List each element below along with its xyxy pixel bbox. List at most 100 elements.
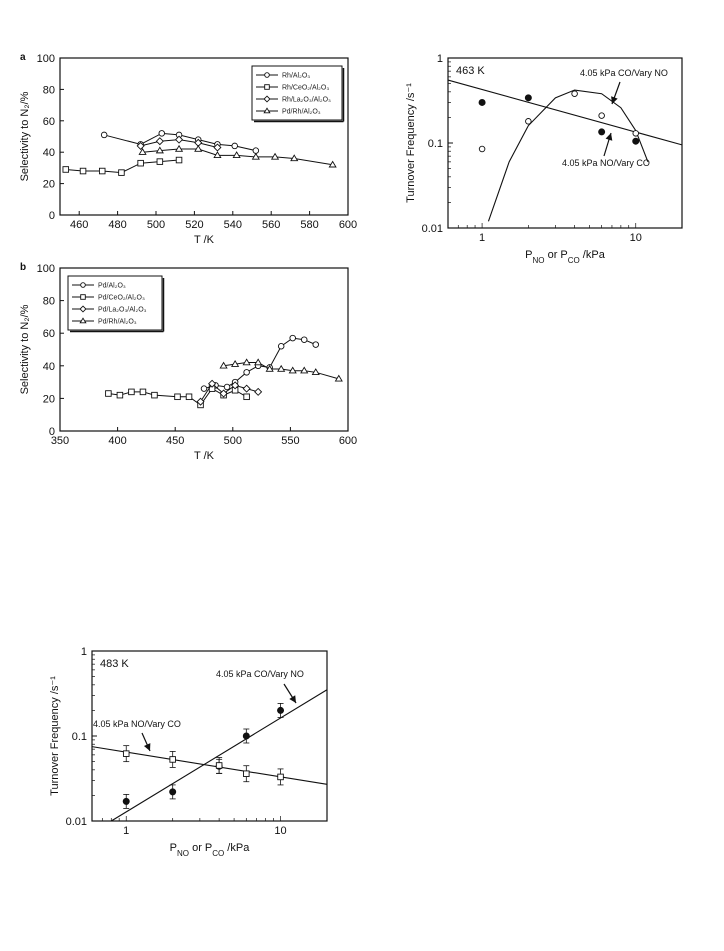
x-axis-title: T /K <box>194 450 215 462</box>
data-point <box>79 167 87 175</box>
y-tick-label: 0.1 <box>72 731 87 743</box>
data-point <box>128 388 135 396</box>
arrowhead <box>289 695 296 703</box>
data-point <box>478 98 486 106</box>
y-tick-label: 20 <box>43 393 55 405</box>
series-line-3 <box>223 362 339 380</box>
x-tick-label: 500 <box>224 435 242 447</box>
data-point <box>632 130 639 137</box>
legend-marker <box>79 305 87 313</box>
fit-line-0 <box>447 79 683 146</box>
x-tick-label: 500 <box>147 219 165 231</box>
fit-line-0 <box>110 689 328 822</box>
x-tick-label: 560 <box>262 219 280 231</box>
x-tick-label: 600 <box>339 219 357 231</box>
data-point <box>100 131 108 139</box>
y-tick-label: 0 <box>49 426 55 438</box>
legend-marker <box>80 282 86 288</box>
y-tick-label: 100 <box>37 53 55 65</box>
data-point <box>270 152 280 160</box>
data-point <box>156 158 164 165</box>
data-point <box>194 144 203 152</box>
data-point <box>231 142 238 150</box>
x-tick-label: 1 <box>123 825 129 837</box>
chart-b: 350 400 450 500 550 600 0 20 40 60 80 100 T /K Select… <box>19 262 357 462</box>
data-point <box>219 389 228 398</box>
legend-marker <box>79 317 87 324</box>
data-point <box>243 369 250 376</box>
x-tick-label: 1 <box>479 232 485 244</box>
data-point <box>215 762 223 769</box>
legend-label: Rh/La₂O₃/Al₂O₃ <box>282 97 331 104</box>
data-point <box>62 166 70 173</box>
data-point <box>277 364 286 372</box>
data-point <box>136 141 145 150</box>
data-point <box>312 341 319 348</box>
annotation-label: 4.05 kPa NO/Vary CO <box>93 719 181 729</box>
data-point <box>252 147 260 154</box>
data-point <box>334 374 343 382</box>
y-tick-label: 20 <box>43 179 55 191</box>
arrowhead <box>605 133 613 141</box>
x-tick-label: 550 <box>281 435 299 447</box>
data-point <box>254 387 263 396</box>
y-tick-label: 40 <box>43 361 55 373</box>
legend-label: Rh/CeO₂/Al₂O₃ <box>282 85 329 92</box>
data-point <box>175 135 184 144</box>
data-point <box>242 732 250 740</box>
data-point <box>242 358 251 366</box>
y-axis-title: Selectivity to N₂/% <box>19 91 31 181</box>
data-point <box>265 364 274 372</box>
y-tick-label: 100 <box>37 263 55 275</box>
y-tick-label: 80 <box>43 296 55 308</box>
legend-label: Pd/CeO₂/Al₂O₃ <box>98 295 145 302</box>
annotation-label: 4.05 kPa CO/Vary NO <box>216 669 304 679</box>
series-line-3 <box>142 148 333 166</box>
data-point <box>139 388 147 396</box>
plot-frame <box>59 57 349 216</box>
y-tick-label: 60 <box>43 116 55 128</box>
data-point <box>232 151 241 159</box>
data-point <box>116 391 124 399</box>
data-point <box>223 383 231 391</box>
x-tick-label: 460 <box>70 219 88 231</box>
y-tick-label: 1 <box>437 53 443 65</box>
fit-line-1 <box>487 89 649 222</box>
x-tick-label: 10 <box>274 825 286 837</box>
data-point <box>200 385 208 392</box>
arrowhead <box>611 96 618 104</box>
temperature-label: 483 K <box>100 658 129 670</box>
legend-label: Pd/La₂O₃/Al₂O₃ <box>98 307 147 314</box>
data-point <box>251 152 260 160</box>
data-point <box>632 137 640 145</box>
legend-marker <box>264 72 270 78</box>
y-tick-label: 0.01 <box>422 223 443 235</box>
annotation-label: 4.05 kPa CO/Vary NO <box>580 68 668 78</box>
legend-label: Pd/Rh/Al₂O₃ <box>98 319 137 326</box>
x-tick-label: 450 <box>166 435 184 447</box>
data-point <box>277 706 285 714</box>
x-tick-label: 400 <box>108 435 126 447</box>
data-point <box>122 750 130 757</box>
temperature-label: 463 K <box>456 65 485 77</box>
y-tick-label: 80 <box>43 84 55 96</box>
data-point <box>242 384 251 393</box>
y-tick-label: 0 <box>49 210 55 222</box>
plot-frame <box>447 57 683 229</box>
data-point <box>175 156 183 164</box>
y-tick-label: 0.1 <box>428 138 443 150</box>
x-axis-title: T /K <box>194 234 215 246</box>
data-point <box>196 397 205 406</box>
data-point <box>311 368 320 376</box>
data-point <box>243 393 250 401</box>
panel-label: a <box>20 52 26 63</box>
data-point <box>169 756 176 763</box>
data-point <box>174 393 181 401</box>
data-point <box>118 169 125 176</box>
legend-marker <box>263 95 271 103</box>
data-point <box>122 797 130 805</box>
data-point <box>277 773 284 781</box>
data-point <box>571 90 578 97</box>
x-tick-label: 350 <box>51 435 69 447</box>
